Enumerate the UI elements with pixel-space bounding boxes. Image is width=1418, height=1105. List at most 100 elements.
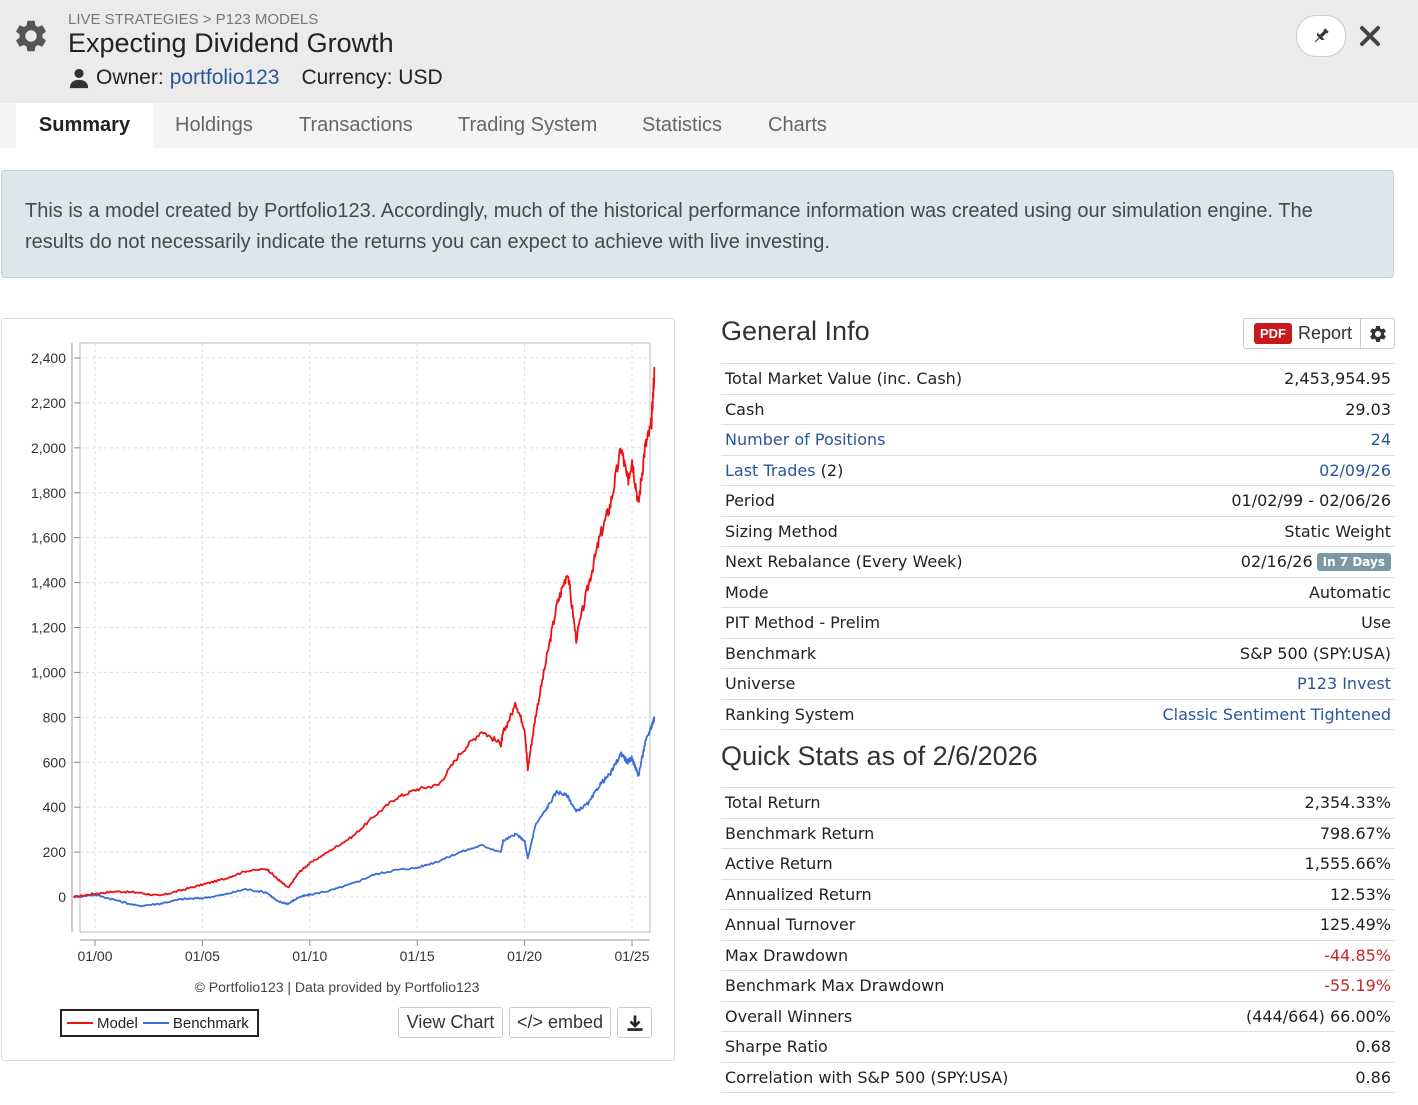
y-tick-label: 1,400 [31, 575, 66, 591]
row-label: PIT Method - Prelim [721, 607, 1065, 638]
table-row: Benchmark Max Drawdown -55.19% [721, 970, 1395, 1001]
ranking-system-link[interactable]: Classic Sentiment Tightened [1064, 698, 1395, 730]
row-label: Last Trades (2) [721, 454, 1065, 486]
page-title: Expecting Dividend Growth [68, 28, 394, 58]
general-info-table: Total Market Value (inc. Cash) 2,453,954… [721, 363, 1395, 730]
quick-stats-title: Quick Stats as of 2/6/2026 [721, 741, 1038, 771]
row-value: 12.53% [1162, 878, 1395, 910]
y-tick-label: 1,800 [31, 485, 66, 501]
legend-benchmark-swatch [142, 1022, 169, 1024]
row-value: -55.19% [1162, 970, 1395, 1001]
tab-summary[interactable]: Summary [16, 103, 153, 148]
y-tick-label: 600 [43, 754, 67, 770]
gear-icon [1369, 325, 1386, 342]
series-model-line [73, 366, 656, 898]
quick-stats-table: Total Return 2,354.33% Benchmark Return … [721, 787, 1395, 1093]
row-value: Use [1064, 607, 1395, 638]
x-tick-label: 01/25 [614, 948, 649, 964]
close-icon [1360, 26, 1380, 46]
last-trades-count: (2) [815, 460, 844, 480]
table-row: Annualized Return 12.53% [721, 878, 1395, 910]
row-value: -44.85% [1162, 939, 1395, 971]
download-icon [627, 1015, 642, 1031]
status-badge: In 7 Days [1316, 553, 1391, 572]
table-row: Cash 29.03 [721, 393, 1395, 425]
row-label: Ranking System [721, 698, 1065, 730]
gear-icon[interactable] [12, 17, 50, 55]
view-chart-button[interactable]: View Chart [398, 1007, 503, 1038]
download-button[interactable] [617, 1007, 652, 1038]
y-tick-label: 1,600 [31, 530, 66, 546]
row-value: 01/02/99 - 02/06/26 [1064, 485, 1395, 516]
x-tick-label: 01/05 [185, 948, 220, 964]
table-row: Correlation with S&P 500 (SPY:USA) 0.86 [721, 1061, 1395, 1093]
table-row: Ranking System Classic Sentiment Tighten… [721, 698, 1395, 730]
row-value: 29.03 [1064, 393, 1395, 425]
chart-panel [1, 318, 675, 1061]
legend-benchmark-label[interactable]: Benchmark [172, 1014, 249, 1032]
breadcrumb[interactable]: LIVE STRATEGIES > P123 MODELS [68, 11, 319, 28]
row-label: Total Market Value (inc. Cash) [721, 363, 1065, 394]
owner-link[interactable]: portfolio123 [169, 66, 280, 89]
number-of-positions-link[interactable]: Number of Positions [721, 424, 1065, 455]
x-tick-label: 01/20 [507, 948, 542, 964]
row-value: 0.68 [1162, 1031, 1395, 1062]
embed-button[interactable]: </> embed [509, 1007, 611, 1038]
y-tick-label: 1,200 [31, 620, 66, 636]
y-tick-label: 2,400 [31, 350, 66, 366]
row-value: 2,453,954.95 [1064, 363, 1395, 394]
row-value: Static Weight [1064, 515, 1395, 547]
report-button[interactable]: PDF Report [1243, 318, 1361, 349]
table-row: Total Market Value (inc. Cash) 2,453,954… [721, 363, 1395, 394]
report-label: Report [1298, 323, 1353, 343]
pin-icon [1314, 28, 1329, 43]
x-tick-label: 01/15 [400, 948, 435, 964]
legend-model-swatch [67, 1022, 93, 1024]
tab-charts[interactable]: Charts [768, 114, 827, 136]
row-label: Benchmark Max Drawdown [721, 970, 1163, 1001]
y-tick-label: 2,000 [31, 440, 66, 456]
rebalance-date: 02/16/26 [1240, 552, 1313, 572]
currency-label: Currency: USD [301, 66, 443, 89]
table-row: Mode Automatic [721, 576, 1395, 608]
chart-copyright: © Portfolio123 | Data provided by Portfo… [194, 979, 480, 995]
positions-count-link[interactable]: 24 [1064, 424, 1395, 455]
row-label: Universe [721, 668, 1065, 699]
row-value: 1,555.66% [1162, 848, 1395, 879]
performance-chart[interactable]: 0 200 400 600 800 1,000 1,200 1,400 1,600 1,800 2,… [0, 0, 680, 980]
row-label: Overall Winners [721, 1000, 1163, 1032]
universe-link[interactable]: P123 Invest [1064, 668, 1395, 699]
row-label: Sizing Method [721, 515, 1065, 547]
row-label: Annual Turnover [721, 909, 1163, 940]
tab-trading-system[interactable]: Trading System [458, 114, 598, 136]
close-button[interactable] [1353, 19, 1387, 53]
table-row: Annual Turnover 125.49% [721, 909, 1395, 940]
series-benchmark-line [73, 716, 656, 908]
table-row: Sizing Method Static Weight [721, 515, 1395, 547]
row-label: Period [721, 485, 1065, 516]
table-row: Active Return 1,555.66% [721, 848, 1395, 879]
tab-holdings[interactable]: Holdings [175, 114, 253, 136]
user-icon [69, 68, 89, 89]
table-row: Benchmark Return 798.67% [721, 817, 1395, 849]
row-label: Max Drawdown [721, 939, 1163, 971]
owner-line: Owner: portfolio123 Currency: USD [68, 66, 443, 90]
table-row: PIT Method - Prelim Use [721, 607, 1395, 638]
row-value: S&P 500 (SPY:USA) [1064, 637, 1395, 669]
table-row: Last Trades (2) 02/09/26 [721, 454, 1395, 486]
legend-model-label[interactable]: Model [97, 1014, 138, 1032]
row-value: (444/664) 66.00% [1162, 1000, 1395, 1032]
row-label: Correlation with S&P 500 (SPY:USA) [721, 1061, 1163, 1093]
pin-button[interactable] [1296, 15, 1346, 57]
pdf-icon: PDF [1254, 323, 1292, 344]
report-settings-button[interactable] [1360, 318, 1395, 349]
row-label: Total Return [721, 787, 1163, 818]
last-trades-link[interactable]: Last Trades [725, 460, 816, 480]
row-label: Mode [721, 576, 1065, 608]
tab-transactions[interactable]: Transactions [299, 114, 413, 136]
y-tick-label: 0 [58, 889, 66, 905]
row-value: Automatic [1064, 576, 1395, 608]
y-tick-label: 800 [43, 709, 67, 725]
last-trades-date-link[interactable]: 02/09/26 [1064, 454, 1395, 486]
tab-statistics[interactable]: Statistics [642, 114, 723, 136]
